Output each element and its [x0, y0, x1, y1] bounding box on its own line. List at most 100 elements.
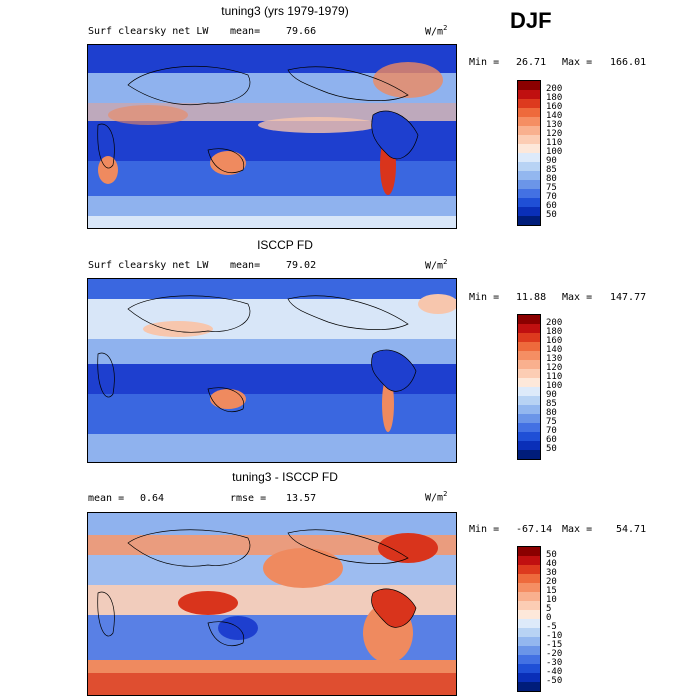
season-label: DJF — [510, 8, 552, 33]
colorbar-level-label: 90 — [546, 390, 557, 400]
colorbar-swatch — [518, 556, 540, 565]
colorbar-swatch — [518, 423, 540, 432]
colorbar-level-label: 50 — [546, 210, 557, 220]
colorbar-level-label: 0 — [546, 613, 552, 623]
colorbar-swatch — [518, 162, 540, 171]
colorbar-swatch — [518, 90, 540, 99]
colorbar-level-label: 200 — [546, 318, 563, 328]
colorbar-swatch — [518, 108, 540, 117]
colorbar-level-label: 180 — [546, 93, 563, 103]
colorbar-level-label: 110 — [546, 138, 563, 148]
colorbar-swatch — [518, 432, 540, 441]
colorbar-swatch — [518, 565, 540, 574]
colorbar-swatch — [518, 117, 540, 126]
panel-2-min-label: Min = — [469, 292, 500, 303]
colorbar-level-label: 160 — [546, 336, 563, 346]
colorbar-level-label: 85 — [546, 165, 557, 175]
colorbar-level-label: 80 — [546, 408, 557, 418]
colorbar-swatch — [518, 315, 540, 324]
colorbar-swatch — [518, 369, 540, 378]
panel-2-map — [87, 278, 457, 463]
panel-2-mean-value: 79.02 — [286, 260, 317, 271]
panel-1-min-label: Min = — [469, 57, 500, 68]
colorbar-swatch — [518, 99, 540, 108]
colorbar-level-label: 15 — [546, 586, 557, 596]
colorbar-swatch — [518, 450, 540, 459]
colorbar-level-label: 120 — [546, 129, 563, 139]
panel-3-rmse-value: 13.57 — [286, 493, 317, 504]
colorbar-swatch — [518, 405, 540, 414]
colorbar-swatch — [518, 592, 540, 601]
colorbar-swatch — [518, 547, 540, 556]
colorbar-level-label: 10 — [546, 595, 557, 605]
colorbar-level-label: 30 — [546, 568, 557, 578]
colorbar-swatch — [518, 333, 540, 342]
colorbar-level-label: 160 — [546, 102, 563, 112]
panel-3-max-label: Max = — [562, 524, 593, 535]
colorbar-level-label: 75 — [546, 417, 557, 427]
colorbar-swatch — [518, 189, 540, 198]
colorbar-level-label: 100 — [546, 381, 563, 391]
colorbar-swatch — [518, 387, 540, 396]
panel-3-title: tuning3 - ISCCP FD — [232, 470, 338, 484]
colorbar-swatch — [518, 81, 540, 90]
colorbar-level-label: 90 — [546, 156, 557, 166]
colorbar-level-label: -50 — [546, 676, 563, 686]
colorbar-swatch — [518, 126, 540, 135]
panel-3-max-value: 54.71 — [616, 524, 647, 535]
colorbar-level-label: -10 — [546, 631, 563, 641]
panel-3-min-label: Min = — [469, 524, 500, 535]
colorbar-swatch — [518, 207, 540, 216]
colorbar-level-label: 60 — [546, 201, 557, 211]
colorbar-level-label: -20 — [546, 649, 563, 659]
colorbar-level-label: 180 — [546, 327, 563, 337]
panel-1-title: tuning3 (yrs 1979-1979) — [221, 4, 349, 18]
colorbar-level-label: 50 — [546, 550, 557, 560]
panel-2-units: W/m2 — [425, 258, 448, 272]
colorbar-level-label: 70 — [546, 192, 557, 202]
panel-3-min-value: -67.14 — [516, 524, 553, 535]
colorbar-level-label: 40 — [546, 559, 557, 569]
colorbar-swatch — [518, 682, 540, 691]
colorbar-level-label: 110 — [546, 372, 563, 382]
panel-2-map-field — [88, 279, 456, 462]
colorbar-level-label: -30 — [546, 658, 563, 668]
colorbar-swatch — [518, 414, 540, 423]
colorbar-swatch — [518, 198, 540, 207]
panel-2-max-value: 147.77 — [610, 292, 647, 303]
colorbar-level-label: 5 — [546, 604, 552, 614]
colorbar-level-label: 60 — [546, 435, 557, 445]
colorbar-level-label: 75 — [546, 183, 557, 193]
panel-2-title: ISCCP FD — [257, 238, 313, 252]
colorbar-swatch — [518, 396, 540, 405]
colorbar-level-label: 200 — [546, 84, 563, 94]
panel-1-field-label: Surf clearsky net LW — [88, 26, 209, 37]
colorbar-swatch — [518, 324, 540, 333]
colorbar-level-label: 20 — [546, 577, 557, 587]
colorbar-swatch — [518, 441, 540, 450]
panel-2-min-value: 11.88 — [516, 292, 547, 303]
colorbar-level-label: -15 — [546, 640, 563, 650]
colorbar-swatch — [518, 574, 540, 583]
panel-1-map — [87, 44, 457, 229]
panel-3-mean-value: 0.64 — [140, 493, 165, 504]
panel-1-colorbar — [517, 80, 541, 226]
colorbar-swatch — [518, 664, 540, 673]
colorbar-swatch — [518, 378, 540, 387]
colorbar-level-label: 70 — [546, 426, 557, 436]
colorbar-level-label: 130 — [546, 354, 563, 364]
colorbar-level-label: 100 — [546, 147, 563, 157]
panel-3-map-field — [88, 513, 456, 695]
colorbar-swatch — [518, 610, 540, 619]
panel-2-colorbar — [517, 314, 541, 460]
colorbar-swatch — [518, 601, 540, 610]
panel-1-map-field — [88, 45, 456, 228]
colorbar-level-label: 80 — [546, 174, 557, 184]
panel-2-mean-label: mean= — [230, 260, 261, 271]
panel-1-mean-label: mean= — [230, 26, 261, 37]
colorbar-level-label: 50 — [546, 444, 557, 454]
panel-1-min-value: 26.71 — [516, 57, 547, 68]
colorbar-level-label: -40 — [546, 667, 563, 677]
colorbar-swatch — [518, 583, 540, 592]
colorbar-swatch — [518, 180, 540, 189]
